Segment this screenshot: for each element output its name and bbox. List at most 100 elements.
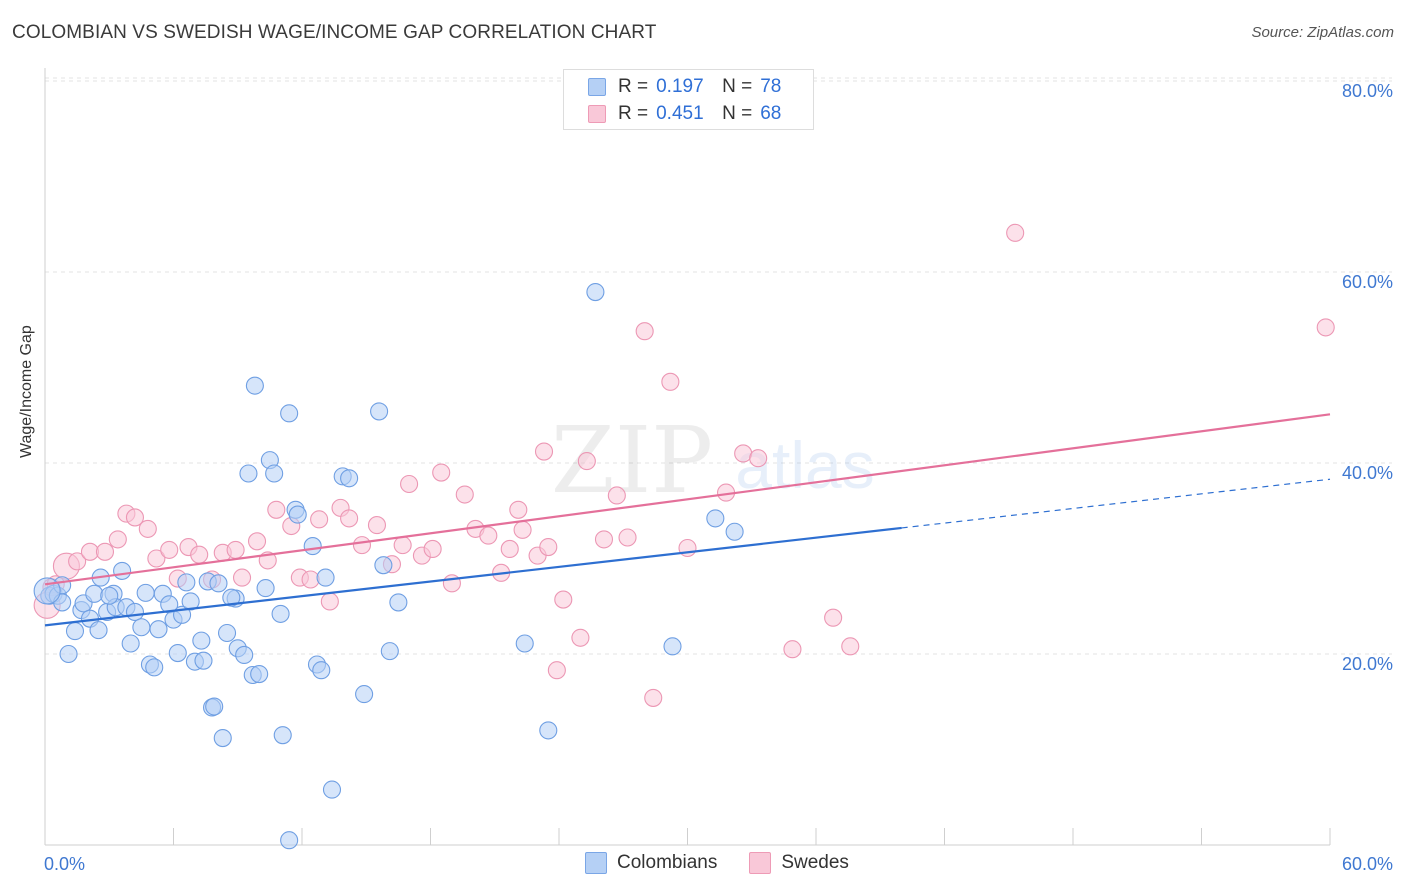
- colombians-point: [89, 621, 108, 640]
- colombians-point: [303, 537, 322, 556]
- tick-labels: 20.0% 40.0% 60.0% 80.0% 0.0% 60.0%: [44, 81, 1393, 874]
- swedes-point: [147, 549, 166, 568]
- swedes-point: [841, 637, 860, 656]
- colombians-point: [539, 721, 558, 740]
- swedes-point: [539, 537, 558, 557]
- colombians-point: [374, 556, 393, 575]
- colombians-point: [65, 622, 85, 641]
- colombians-point: [256, 579, 275, 598]
- swedes-point: [340, 509, 359, 528]
- legend-swatch-pink: [588, 105, 606, 123]
- colombians-point: [33, 577, 61, 605]
- correlation-legend: R = 0.197 N = 78 R = 0.451 N = 68: [563, 69, 814, 130]
- swedes-point: [824, 608, 843, 627]
- colombians-point: [312, 661, 331, 680]
- swedes-point: [232, 568, 252, 587]
- swedes-point: [320, 592, 339, 611]
- swedes-point: [500, 539, 519, 559]
- colombians-point: [515, 634, 534, 653]
- swedes-point: [571, 628, 590, 647]
- colombians-point: [213, 728, 232, 748]
- x-tick-label: 60.0%: [1342, 854, 1393, 874]
- colombians-point: [168, 643, 187, 663]
- colombians-point: [222, 588, 241, 607]
- legend-label-swedes: Swedes: [781, 852, 849, 873]
- trend-lines: [44, 413, 1331, 627]
- swedes-point: [479, 526, 498, 545]
- swedes-point: [138, 519, 157, 538]
- colombians-point: [239, 464, 258, 483]
- swedes-point: [783, 640, 802, 659]
- colombians-point: [322, 780, 342, 799]
- legend-row-colombians: R = 0.197 N = 78: [588, 76, 781, 98]
- colombians-point: [245, 376, 264, 395]
- legend-swatch-blue: [585, 852, 607, 874]
- colombians-point: [217, 623, 237, 643]
- swedes-point: [594, 530, 614, 549]
- colombians-point: [271, 604, 290, 623]
- colombians-point: [725, 522, 744, 541]
- swedes-point: [1006, 223, 1025, 242]
- colombians-trend-line: [44, 526, 902, 627]
- swedes-point: [577, 452, 596, 471]
- swedes-point: [547, 661, 566, 680]
- colombians-point: [132, 618, 151, 637]
- colombians-point: [288, 505, 307, 524]
- swedes-trend-line: [44, 413, 1331, 586]
- colombians-point: [149, 620, 168, 639]
- swedes-point: [607, 486, 626, 505]
- x-tick-label: 0.0%: [44, 854, 85, 874]
- colombians-points: [33, 283, 744, 850]
- gridlines: [45, 77, 1392, 655]
- colombians-point: [192, 631, 211, 650]
- swedes-point: [432, 463, 451, 482]
- swedes-point: [68, 552, 87, 571]
- colombians-point: [181, 592, 200, 611]
- swedes-point: [160, 540, 179, 559]
- colombians-point: [85, 584, 104, 603]
- watermark: ZIP atlas: [551, 407, 875, 514]
- swedes-point: [352, 536, 372, 555]
- colombians-point: [235, 645, 254, 665]
- colombians-point: [100, 586, 119, 605]
- swedes-point: [509, 500, 528, 519]
- swedes-point: [267, 500, 286, 519]
- legend-swatch-pink: [749, 852, 772, 874]
- colombians-point: [194, 651, 213, 670]
- swedes-point: [367, 516, 387, 535]
- legend-item-colombians[interactable]: Colombians: [585, 852, 717, 874]
- legend-r-label: R =: [618, 76, 649, 97]
- colombians-point: [663, 637, 682, 656]
- legend-r-label: R =: [618, 103, 649, 124]
- colombians-point: [340, 469, 359, 488]
- swedes-point: [749, 449, 768, 468]
- colombians-point: [273, 726, 292, 745]
- swedes-point: [554, 590, 573, 609]
- colombians-point: [136, 583, 155, 602]
- y-tick-label: 80.0%: [1342, 81, 1393, 101]
- legend-n-label: N =: [722, 76, 753, 97]
- legend-item-swedes[interactable]: Swedes: [749, 852, 849, 874]
- colombians-point: [113, 561, 132, 580]
- legend-n-label: N =: [722, 103, 753, 124]
- colombians-point: [121, 634, 140, 653]
- swedes-point: [534, 442, 554, 461]
- axes: [44, 68, 1331, 846]
- swedes-point: [455, 485, 474, 504]
- swedes-point: [423, 539, 442, 559]
- y-tick-label: 40.0%: [1342, 463, 1393, 483]
- colombians-point: [280, 831, 299, 850]
- swedes-point: [635, 322, 654, 341]
- swedes-point: [95, 542, 115, 561]
- swedes-point: [644, 688, 663, 707]
- legend-r-value: 0.197: [656, 76, 704, 97]
- swedes-points: [33, 223, 1335, 707]
- legend-swatch-blue: [588, 78, 606, 96]
- colombians-point: [389, 593, 408, 612]
- colombians-point: [177, 573, 196, 592]
- swedes-point: [400, 474, 419, 494]
- colombians-trend-extension: [901, 478, 1331, 529]
- y-tick-label: 60.0%: [1342, 272, 1393, 292]
- series-legend: Colombians Swedes: [585, 852, 881, 874]
